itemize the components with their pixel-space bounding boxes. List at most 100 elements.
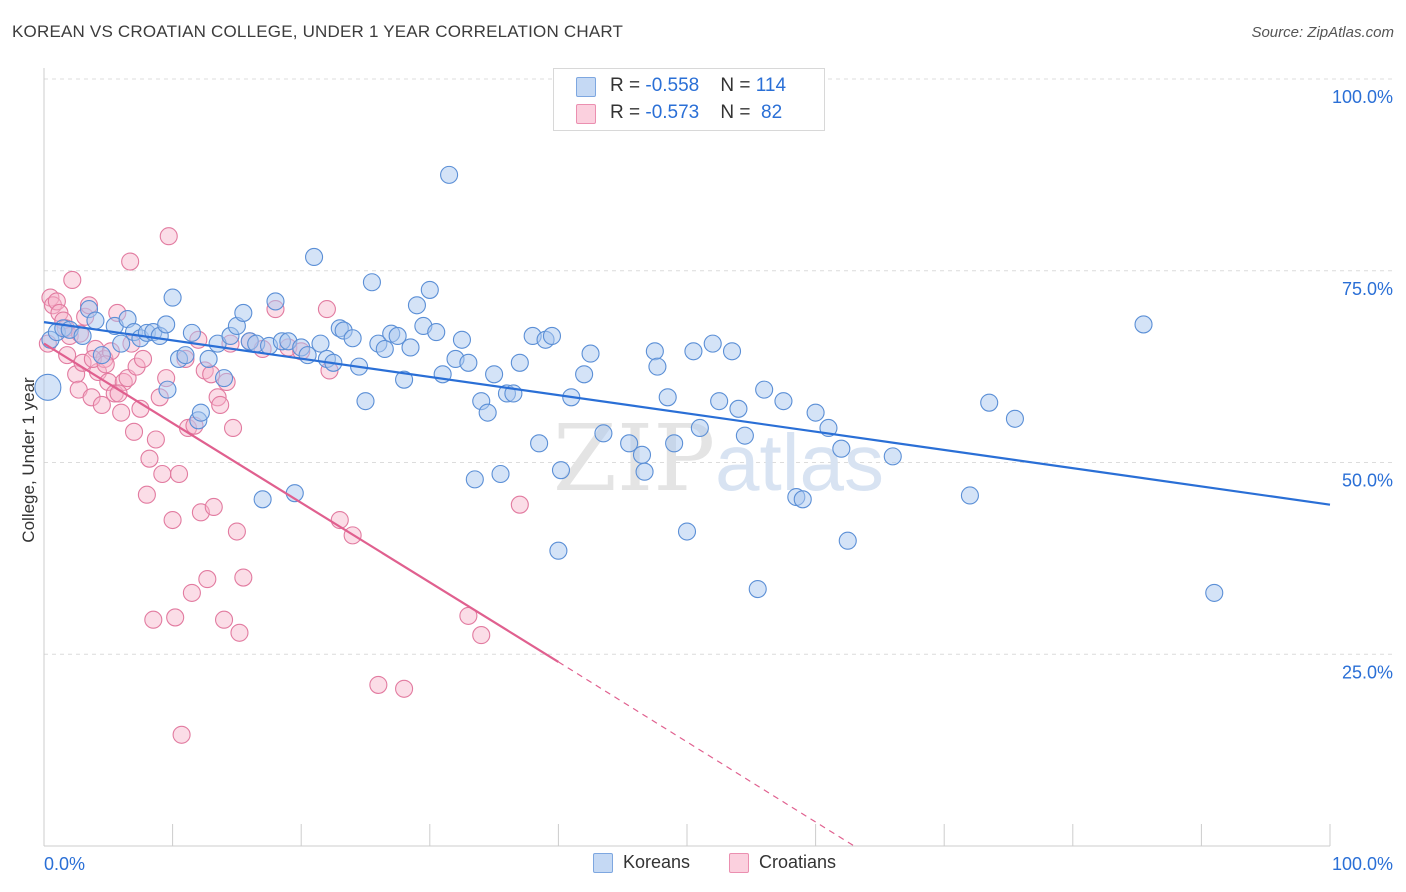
data-point-croatians	[67, 365, 86, 384]
legend-n-value: 82	[755, 102, 783, 123]
data-point-koreans	[427, 323, 446, 342]
data-point-koreans	[343, 329, 362, 348]
y-tick-label: 50.0%	[1342, 471, 1393, 491]
data-point-croatians	[163, 510, 182, 530]
data-point-croatians	[166, 608, 185, 627]
data-point-croatians	[159, 227, 178, 246]
legend-swatch-koreans	[576, 77, 596, 97]
data-point-koreans	[112, 334, 131, 353]
data-point-koreans	[635, 462, 654, 481]
data-point-croatians	[124, 422, 144, 441]
correlation-legend: R = -0.558 N = 114 R = -0.573 N = 82	[553, 68, 825, 131]
data-point-croatians	[121, 252, 140, 271]
data-point-koreans	[690, 418, 709, 438]
data-point-croatians	[230, 623, 249, 642]
data-point-koreans	[729, 399, 748, 418]
data-point-koreans	[420, 280, 439, 299]
data-point-koreans	[684, 342, 703, 361]
data-point-croatians	[109, 384, 128, 403]
data-point-koreans	[86, 311, 105, 330]
grid	[44, 78, 1392, 655]
data-point-koreans	[581, 344, 600, 363]
data-point-koreans	[362, 273, 381, 292]
data-point-koreans	[549, 541, 568, 560]
data-point-koreans	[491, 464, 510, 484]
data-point-koreans	[214, 369, 234, 388]
data-point-koreans	[645, 342, 664, 361]
data-point-croatians	[144, 610, 163, 629]
legend-r-label: R =	[610, 75, 646, 96]
data-point-koreans	[34, 373, 62, 401]
axes	[43, 68, 1331, 847]
data-point-koreans	[594, 424, 613, 443]
legend-r-value: -0.558	[645, 75, 700, 96]
data-point-croatians	[153, 464, 172, 484]
bottom-legend-swatch-koreans	[593, 853, 613, 873]
data-point-koreans	[806, 403, 825, 422]
data-point-croatians	[146, 430, 165, 449]
data-point-koreans	[452, 330, 472, 349]
y-tick-label: 75.0%	[1342, 279, 1393, 299]
data-point-koreans	[710, 392, 729, 411]
legend-r-value: -0.573	[645, 102, 700, 123]
data-point-koreans	[158, 380, 177, 399]
series-koreans	[34, 165, 1224, 602]
trendline-croatians-extension	[558, 661, 855, 847]
legend-r-label: R =	[610, 102, 646, 123]
bottom-legend-swatch-croatians	[729, 853, 749, 873]
data-point-koreans	[1205, 583, 1224, 602]
data-point-koreans	[1134, 315, 1153, 334]
data-point-croatians	[47, 292, 66, 311]
data-point-koreans	[620, 434, 639, 453]
data-point-koreans	[575, 365, 594, 384]
tick-labels: 25.0% 50.0% 75.0% 100.0% 0.0% 100.0%	[44, 87, 1393, 874]
trendlines	[43, 321, 1331, 847]
data-point-koreans	[774, 392, 793, 411]
data-point-koreans	[234, 303, 253, 322]
data-point-croatians	[234, 568, 253, 587]
data-point-koreans	[883, 447, 902, 466]
data-point-koreans	[510, 353, 529, 372]
data-point-koreans	[632, 445, 652, 464]
legend-n-label: N =	[720, 102, 756, 123]
data-point-koreans	[542, 326, 562, 345]
data-point-koreans	[703, 334, 722, 353]
data-point-croatians	[510, 495, 529, 514]
data-point-croatians	[182, 583, 201, 602]
legend-swatch-croatians	[576, 104, 596, 124]
data-point-koreans	[440, 165, 459, 184]
series-croatians	[38, 227, 529, 744]
data-point-croatians	[211, 395, 230, 415]
data-point-koreans	[191, 403, 210, 422]
data-point-croatians	[112, 403, 131, 422]
data-point-koreans	[73, 326, 92, 345]
y-tick-label: 25.0%	[1342, 662, 1393, 682]
data-point-koreans	[677, 522, 697, 541]
data-point-koreans	[748, 580, 767, 599]
chart-title: KOREAN VS CROATIAN COLLEGE, UNDER 1 YEAR…	[12, 22, 624, 41]
y-axis-label: College, Under 1 year	[19, 377, 38, 543]
source-label: Source: ZipAtlas.com	[1251, 24, 1394, 41]
x-tick-label: 0.0%	[44, 854, 85, 874]
data-point-croatians	[369, 675, 388, 694]
data-point-croatians	[137, 485, 156, 504]
watermark: ZIP atlas	[553, 405, 884, 512]
data-point-koreans	[960, 486, 979, 505]
data-point-koreans	[356, 392, 375, 411]
bottom-legend-label: Koreans	[623, 852, 691, 872]
data-point-koreans	[485, 365, 504, 384]
data-point-koreans	[735, 426, 754, 445]
data-point-croatians	[214, 610, 234, 629]
data-point-koreans	[1005, 409, 1024, 428]
data-point-koreans	[530, 434, 549, 453]
data-point-croatians	[133, 349, 153, 369]
data-point-koreans	[407, 296, 426, 315]
data-point-koreans	[648, 357, 667, 376]
data-point-koreans	[253, 490, 272, 509]
legend-n-value: 114	[755, 75, 787, 96]
data-point-croatians	[204, 497, 223, 517]
data-point-koreans	[395, 370, 414, 389]
data-point-koreans	[722, 342, 742, 361]
data-point-koreans	[305, 247, 324, 266]
data-point-koreans	[157, 315, 176, 334]
